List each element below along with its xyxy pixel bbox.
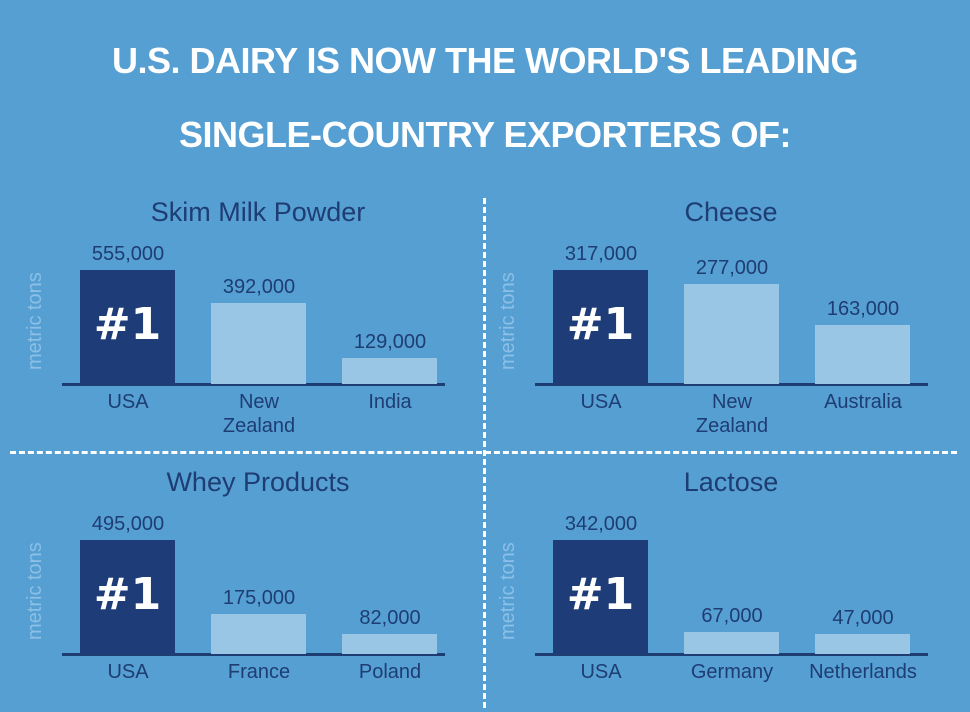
bar-australia [815, 325, 910, 384]
value-label: 317,000 [564, 243, 638, 265]
value-label: 555,000 [91, 243, 165, 265]
rank-badge: #1 [566, 299, 635, 350]
category-label: USA [107, 661, 149, 683]
rank-badge: #1 [566, 569, 635, 620]
bar-germany [684, 631, 779, 654]
value-label: 495,000 [91, 513, 165, 535]
value-label: 392,000 [222, 276, 296, 299]
chart-title: Skim Milk Powder [150, 197, 366, 227]
value-label: 129,000 [353, 330, 427, 353]
bar-poland [342, 634, 437, 654]
value-label: 67,000 [701, 604, 763, 627]
rank-badge: #1 [93, 569, 162, 620]
category-label: Poland [358, 661, 422, 683]
headline-line-1: U.S. DAIRY IS NOW THE WORLD'S LEADING [111, 40, 859, 81]
value-label: 47,000 [832, 607, 894, 629]
value-label: 175,000 [222, 586, 296, 609]
category-label: Netherlands [809, 661, 917, 683]
x-axis-line [535, 383, 928, 386]
bar-new-zealand [684, 284, 779, 384]
x-axis-line [62, 383, 445, 386]
value-label: 163,000 [826, 298, 900, 321]
bar-usa [553, 270, 648, 384]
bar-india [342, 357, 437, 384]
category-label: Australia [824, 391, 902, 413]
bar-usa [553, 540, 648, 654]
value-label: 277,000 [695, 257, 769, 280]
category-label: Germany [690, 661, 774, 683]
x-axis-line [62, 653, 445, 656]
category-label: India [368, 391, 412, 413]
y-axis-label: metric tons [497, 272, 519, 370]
bar-usa [80, 540, 175, 654]
chart-title: Lactose [683, 467, 779, 497]
x-axis-line [535, 653, 928, 656]
headline-line-2: SINGLE-COUNTRY EXPORTERS OF: [178, 114, 792, 155]
category-label: USA [580, 391, 622, 413]
bar-new-zealand [211, 303, 306, 384]
y-axis-label: metric tons [24, 542, 46, 640]
bar-netherlands [815, 634, 910, 654]
category-label: France [227, 661, 291, 683]
category-label: USA [107, 391, 149, 413]
horizontal-divider [10, 451, 957, 454]
bar-usa [80, 270, 175, 384]
rank-badge: #1 [93, 299, 162, 350]
value-label: 342,000 [564, 513, 638, 535]
category-label: New Zealand [222, 391, 296, 437]
value-label: 82,000 [359, 607, 421, 629]
chart-title: Whey Products [166, 467, 350, 497]
y-axis-label: metric tons [24, 272, 46, 370]
y-axis-label: metric tons [497, 542, 519, 640]
chart-title: Cheese [684, 197, 778, 227]
category-label: New Zealand [695, 391, 769, 437]
category-label: USA [580, 661, 622, 683]
bar-france [211, 613, 306, 654]
